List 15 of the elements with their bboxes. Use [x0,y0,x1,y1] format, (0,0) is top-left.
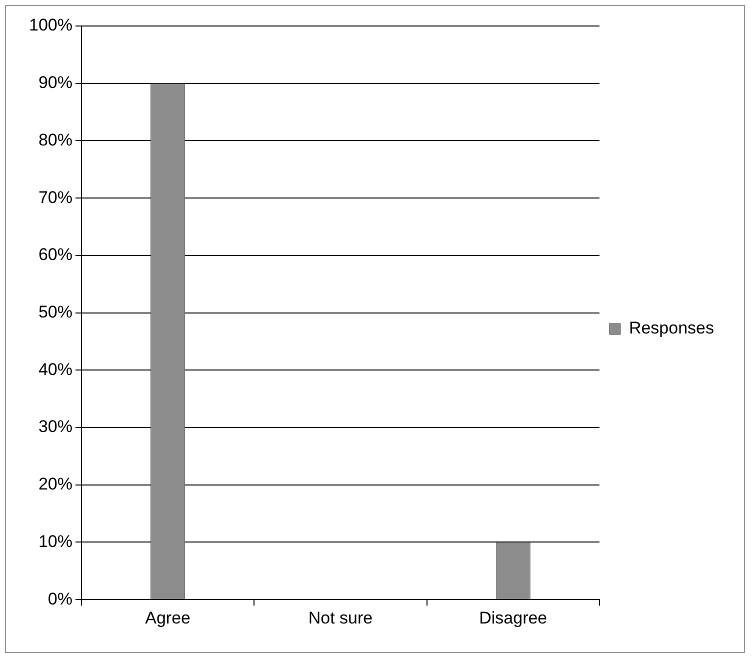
legend-label: Responses [628,318,714,338]
y-tick-label: 100% [28,16,72,35]
y-tick-label: 90% [38,73,72,92]
y-tick-label: 0% [48,589,72,608]
y-tick-label: 60% [38,245,72,264]
y-tick-label: 70% [38,188,72,207]
y-tick-label: 50% [38,302,72,322]
y-tick-label: 10% [38,532,72,551]
x-tick-label: Disagree [479,608,548,628]
x-tick-label: Agree [145,608,190,628]
y-tick-label: 80% [38,130,72,150]
y-tick-label: 40% [38,360,72,379]
y-tick-label: 20% [38,474,72,494]
y-tick-label: 30% [38,417,72,436]
x-tick-label: Not sure [308,608,373,628]
